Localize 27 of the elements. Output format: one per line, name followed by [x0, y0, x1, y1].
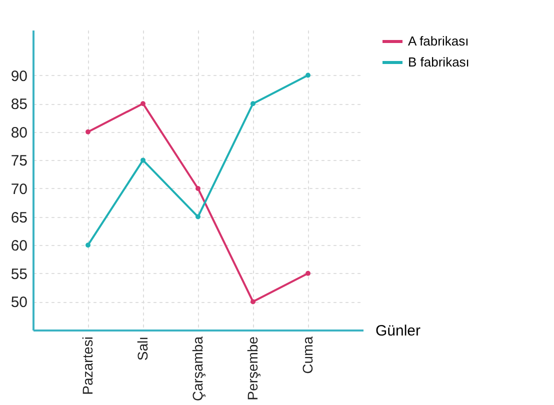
x-tick-label: Salı — [134, 336, 150, 361]
x-tick-label: Pazartesi — [80, 336, 96, 395]
point — [196, 214, 200, 220]
point — [140, 101, 146, 106]
point — [86, 129, 90, 134]
y-tick-label: 80 — [10, 124, 28, 142]
point — [250, 299, 256, 304]
y-tick-label: 85 — [10, 96, 28, 114]
legend-label: A fabrikası — [408, 34, 469, 48]
point — [140, 158, 146, 163]
point — [196, 186, 200, 191]
x-tick-label: Perşembe — [244, 336, 260, 400]
x-tick-label: Çarşamba — [190, 336, 206, 402]
point — [86, 242, 90, 248]
point — [306, 270, 310, 276]
point — [306, 72, 310, 78]
y-tick-label: 90 — [10, 68, 28, 85]
y-tick-label: 50 — [10, 294, 28, 312]
y-tick-label: 55 — [10, 266, 28, 283]
y-tick-label: 60 — [10, 238, 28, 255]
y-tick-label: 70 — [10, 180, 28, 198]
point — [250, 101, 256, 106]
y-tick-label: 75 — [10, 152, 28, 170]
x-tick-label: Cuma — [300, 336, 316, 374]
x-axis-title: Günler — [376, 322, 421, 340]
legend-label: B fabrikası — [408, 54, 470, 70]
y-tick-label: 65 — [10, 209, 28, 226]
